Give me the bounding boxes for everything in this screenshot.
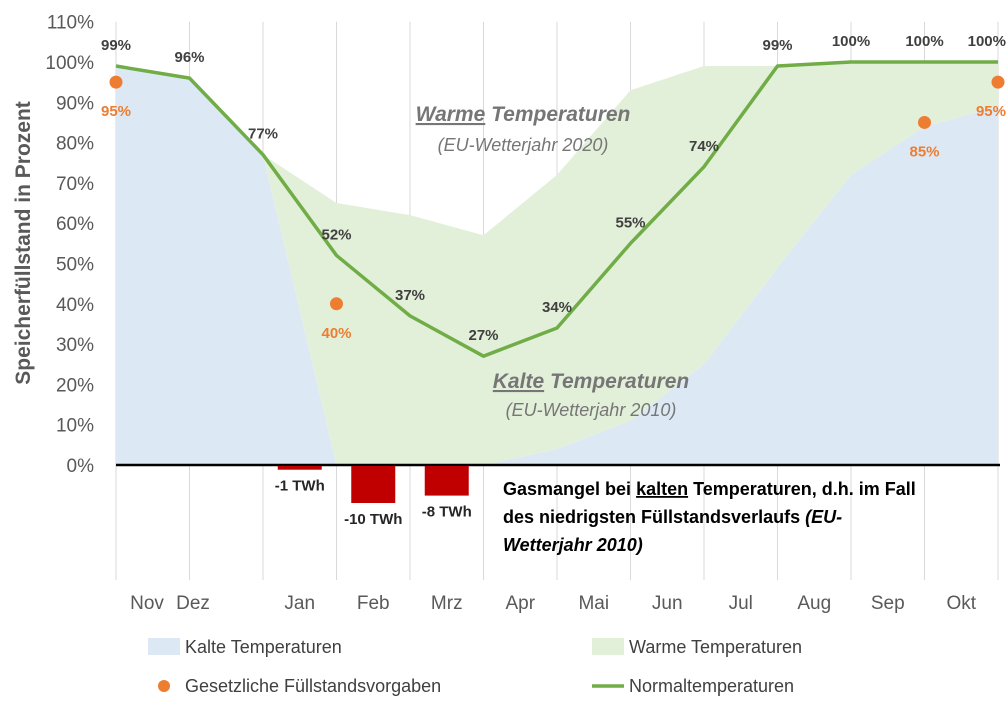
deficit-bars: -1 TWh -10 TWh -8 TWh xyxy=(275,466,472,528)
note-line3: Wetterjahr 2010) xyxy=(503,535,643,555)
area-kalte-temperaturen xyxy=(116,66,998,465)
cold-annotation-rest: Temperaturen xyxy=(544,370,689,393)
legend-dot-vorgaben xyxy=(158,680,170,692)
legend: Kalte Temperaturen Warme Temperaturen Ge… xyxy=(148,637,802,696)
normal-value-label: 96% xyxy=(174,49,204,66)
normal-value-label: 100% xyxy=(905,33,943,50)
y-tick-label: 50% xyxy=(56,255,94,276)
deficit-bar-label: -1 TWh xyxy=(275,478,325,495)
x-axis-ticks: Nov Dez Jan Feb Mrz Apr Mai Jun Jul Aug Sep Okt xyxy=(130,593,977,614)
x-tick-label: Nov xyxy=(130,593,164,614)
x-tick-label: Mai xyxy=(578,593,609,614)
note-line1-post: Temperaturen, d.h. im Fall xyxy=(688,479,916,499)
x-tick-label: Aug xyxy=(797,593,831,614)
x-tick-label: Feb xyxy=(357,593,390,614)
deficit-bar xyxy=(424,466,469,496)
deficit-bar xyxy=(277,466,322,470)
legal-minimum-dot xyxy=(991,75,1005,89)
normal-value-label: 100% xyxy=(832,33,870,50)
y-tick-label: 30% xyxy=(56,335,94,356)
deficit-bar-label: -8 TWh xyxy=(422,504,472,521)
deficit-bar xyxy=(351,466,396,503)
shortage-note: Gasmangel bei kalten Temperaturen, d.h. … xyxy=(503,479,916,555)
y-tick-label: 70% xyxy=(56,174,94,195)
cold-annotation-underlined: Kalte xyxy=(493,370,545,393)
x-tick-label: Dez xyxy=(176,593,210,614)
warm-annotation: Warme Temperaturen (EU-Wetterjahr 2020) xyxy=(416,103,631,155)
legend-swatch-warme xyxy=(592,638,624,655)
y-tick-label: 10% xyxy=(56,416,94,437)
legend-label-kalte: Kalte Temperaturen xyxy=(185,637,342,657)
normal-value-label: 100% xyxy=(968,33,1006,50)
x-tick-label: Jul xyxy=(729,593,753,614)
legend-label-warme: Warme Temperaturen xyxy=(629,637,802,657)
note-line1-underlined: kalten xyxy=(636,479,688,499)
cold-annotation: Kalte Temperaturen (EU-Wetterjahr 2010) xyxy=(493,370,689,420)
note-line2: des niedrigsten Füllstandsverlaufs xyxy=(503,507,805,527)
normal-value-label: 77% xyxy=(248,126,278,143)
y-tick-label: 90% xyxy=(56,93,94,114)
warm-annotation-underlined: Warme xyxy=(416,103,486,126)
normal-value-label: 27% xyxy=(468,327,498,344)
x-tick-label: Jun xyxy=(652,593,683,614)
legend-label-vorgaben: Gesetzliche Füllstandsvorgaben xyxy=(185,676,441,696)
normal-value-label: 52% xyxy=(321,226,351,243)
y-tick-label: 100% xyxy=(45,53,94,74)
data-labels: 95% 40% 85% 95% 99% 96% 77% 52% 37% 27% 34% 55% 74% 9… xyxy=(101,33,1006,344)
deficit-bar-label: -10 TWh xyxy=(344,511,402,528)
y-tick-label: 40% xyxy=(56,295,94,316)
svg-text:Gasmangel bei kalten Temperatu: Gasmangel bei kalten Temperaturen, d.h. … xyxy=(503,479,916,499)
normal-value-label: 34% xyxy=(542,299,572,316)
x-tick-label: Jan xyxy=(284,593,315,614)
svg-text:Warme Temperaturen: Warme Temperaturen xyxy=(416,103,631,126)
legend-swatch-kalte xyxy=(148,638,180,655)
legal-minimum-label: 40% xyxy=(321,325,351,342)
legal-minimum-points xyxy=(109,75,1005,311)
y-tick-label: 20% xyxy=(56,375,94,396)
y-axis-label: Speicherfüllstand in Prozent xyxy=(12,101,35,385)
legal-minimum-dot xyxy=(330,297,343,311)
normal-value-label: 74% xyxy=(689,138,719,155)
line-normaltemperaturen xyxy=(115,60,998,358)
area-warme-temperaturen xyxy=(116,62,998,465)
x-tick-label: Sep xyxy=(871,593,905,614)
legal-minimum-dot xyxy=(109,75,123,89)
cold-annotation-subtitle: (EU-Wetterjahr 2010) xyxy=(506,400,677,420)
y-tick-label: 80% xyxy=(56,134,94,155)
normal-value-label: 99% xyxy=(762,37,792,54)
legal-minimum-label: 95% xyxy=(976,103,1006,120)
normal-value-label: 55% xyxy=(615,214,645,231)
normal-value-label: 37% xyxy=(395,287,425,304)
warm-annotation-rest: Temperaturen xyxy=(485,103,630,126)
legal-minimum-label: 85% xyxy=(909,143,939,160)
y-axis-ticks: 0% 10% 20% 30% 40% 50% 60% 70% 80% 90% 100% 110% xyxy=(45,13,94,477)
svg-text:Kalte Temperaturen: Kalte Temperaturen xyxy=(493,370,689,393)
legal-minimum-dot xyxy=(918,115,931,129)
normal-value-label: 99% xyxy=(101,37,131,54)
note-line1-pre: Gasmangel bei xyxy=(503,479,636,499)
x-tick-label: Apr xyxy=(505,593,535,614)
legend-label-normal: Normaltemperaturen xyxy=(629,676,794,696)
y-tick-label: 110% xyxy=(47,13,94,34)
x-tick-label: Okt xyxy=(946,593,976,614)
warm-annotation-subtitle: (EU-Wetterjahr 2020) xyxy=(438,135,609,155)
svg-text:des niedrigsten Füllstandsverl: des niedrigsten Füllstandsverlaufs (EU- xyxy=(503,507,842,527)
x-tick-label: Mrz xyxy=(431,593,463,614)
legal-minimum-label: 95% xyxy=(101,103,131,120)
note-line2-italic: (EU- xyxy=(805,507,842,527)
y-tick-label: 60% xyxy=(56,214,94,235)
y-tick-label: 0% xyxy=(67,456,95,477)
